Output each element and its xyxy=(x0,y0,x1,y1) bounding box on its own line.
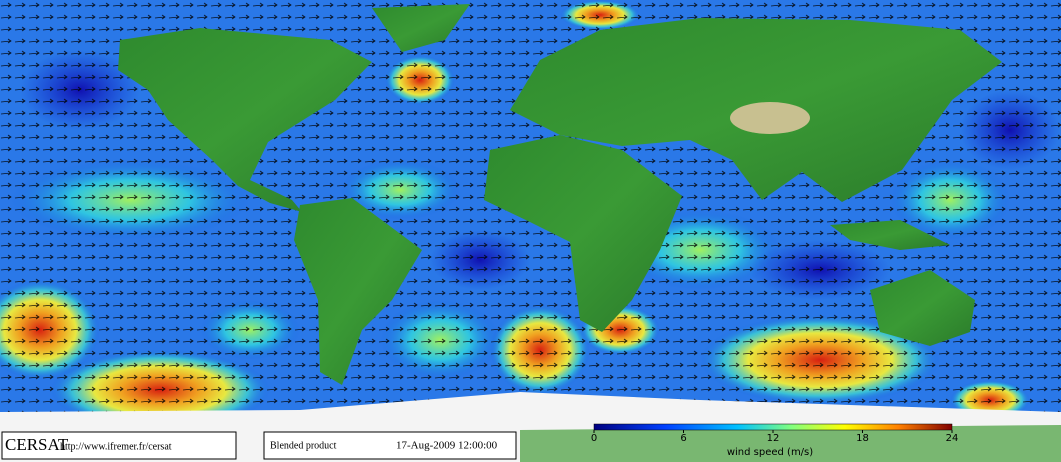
colorbar-label: wind speed (m/s) xyxy=(727,447,813,458)
url: http://www.ifremer.fr/cersat xyxy=(60,441,172,452)
colorbar xyxy=(593,423,953,431)
colorbar-tick-label: 6 xyxy=(680,433,686,444)
colorbar-tick-label: 12 xyxy=(767,433,780,444)
antarctica-relief xyxy=(520,425,1061,462)
logo: CERSAT xyxy=(5,435,69,454)
colorbar-tick-label: 0 xyxy=(591,433,597,444)
datetime: 17-Aug-2009 12:00:00 xyxy=(396,440,498,452)
colorbar-tick-label: 24 xyxy=(946,433,959,444)
colorbar-tick-label: 18 xyxy=(856,433,869,444)
product: Blended product xyxy=(270,440,337,451)
land xyxy=(118,4,1002,385)
logo-box xyxy=(1,431,237,460)
info-box xyxy=(263,431,517,460)
